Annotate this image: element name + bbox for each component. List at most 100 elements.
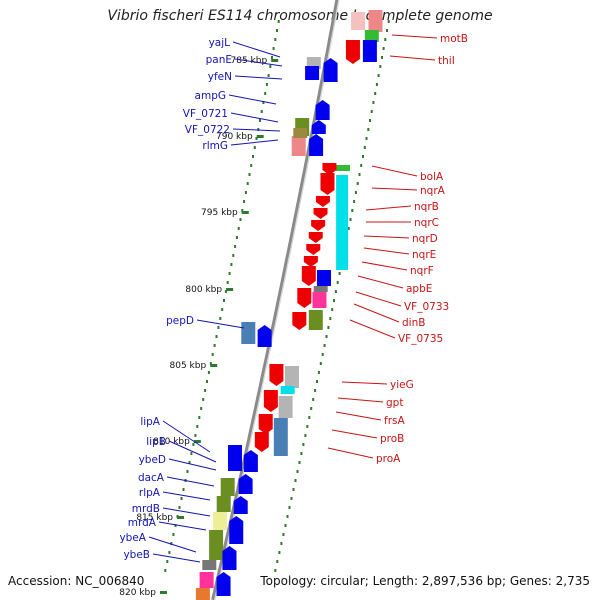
left-dotted-guide <box>164 20 280 572</box>
gene-label-proA: proA <box>376 453 401 465</box>
gene-arrow <box>301 266 316 286</box>
gene-arrow <box>258 414 273 434</box>
left-dotted-guide-dot <box>257 128 260 131</box>
gene-box <box>220 478 235 496</box>
leader-line-VF_0735 <box>349 319 396 339</box>
right-dotted-guide-dot <box>358 173 361 176</box>
right-dotted-guide-dot <box>296 470 299 473</box>
right-dotted-guide-dot <box>360 164 363 167</box>
gene-box <box>273 418 288 456</box>
gene-label-motB: motB <box>440 33 468 45</box>
right-dotted-guide-dot <box>349 218 352 221</box>
gene-box <box>291 136 306 156</box>
left-dotted-guide-dot <box>223 299 225 302</box>
left-dotted-guide-dot <box>244 191 247 194</box>
gene-label-bolA: bolA <box>420 171 444 183</box>
leader-line-lipB <box>168 440 217 463</box>
gene-arrow <box>238 474 253 494</box>
left-dotted-guide-dot <box>188 461 191 464</box>
left-dotted-guide-dot <box>194 434 197 437</box>
left-dotted-guide-dot <box>215 335 218 338</box>
leader-line-ybeA <box>148 536 197 553</box>
right-dotted-guide-dot <box>286 515 289 518</box>
gene-label-yieG: yieG <box>390 379 414 391</box>
left-dotted-guide-dot <box>224 290 227 293</box>
kbp-tick-label: 800 kbp <box>185 285 222 295</box>
gene-box <box>280 386 295 394</box>
leader-line-rlmG <box>230 139 279 146</box>
gene-label-proB: proB <box>380 433 404 445</box>
kbp-tick-label: 815 kbp <box>136 513 173 523</box>
gene-box <box>308 310 323 330</box>
gene-arrow <box>292 312 307 330</box>
left-dotted-guide-dot <box>239 218 242 221</box>
right-dotted-guide-dot <box>290 497 293 500</box>
left-dotted-guide-dot <box>200 407 203 410</box>
kbp-tick-mark <box>210 364 218 367</box>
right-dotted-guide-dot <box>327 326 330 329</box>
left-dotted-guide-dot <box>178 506 181 509</box>
leader-line-yfeN <box>234 75 283 80</box>
left-dotted-guide-dot <box>234 245 237 248</box>
right-dotted-guide-dot <box>274 569 277 572</box>
gene-arrow <box>313 208 328 219</box>
leader-line-VF_0733 <box>355 291 402 307</box>
left-dotted-guide-dot <box>250 164 253 167</box>
gene-label-nqrE: nqrE <box>412 249 436 261</box>
gene-arrow <box>229 516 244 544</box>
gene-label-gpt: gpt <box>386 397 403 409</box>
left-dotted-guide-dot <box>196 425 199 428</box>
gene-arrow <box>222 546 237 570</box>
gene-label-thiI: thiI <box>438 55 455 67</box>
gene-arrow <box>269 364 284 386</box>
left-dotted-guide-dot <box>228 272 231 275</box>
leader-line-ybeD <box>168 458 217 471</box>
kbp-tick-mark <box>256 135 264 138</box>
gene-box <box>364 30 379 42</box>
gene-box <box>368 10 383 32</box>
gene-box <box>336 165 350 171</box>
leader-line-ampG <box>228 94 277 105</box>
gene-label-apbE: apbE <box>406 283 432 295</box>
right-dotted-guide-dot <box>284 524 287 527</box>
left-dotted-guide-dot <box>276 29 278 32</box>
right-dotted-guide-dot <box>308 416 311 419</box>
right-dotted-guide-dot <box>372 101 375 104</box>
leader-line-panE <box>234 58 283 67</box>
gene-box <box>195 588 210 600</box>
gene-arrow <box>303 256 318 267</box>
gene-box <box>202 560 217 570</box>
kbp-tick-label: 795 kbp <box>201 208 238 218</box>
kbp-tick-mark <box>271 59 279 62</box>
left-dotted-guide-dot <box>252 155 254 158</box>
left-dotted-guide-dot <box>180 497 183 500</box>
leader-line-bolA <box>371 165 418 177</box>
right-dotted-guide-dot <box>298 461 301 464</box>
gene-label-nqrC: nqrC <box>414 217 439 229</box>
left-dotted-guide-dot <box>265 83 268 86</box>
gene-arrow <box>308 232 323 243</box>
leader-line-rlpA <box>162 491 211 501</box>
right-dotted-guide-dot <box>294 479 297 482</box>
gene-label-ybeA: ybeA <box>119 532 146 544</box>
gene-label-dacA: dacA <box>138 472 165 484</box>
gene-label-ampG: ampG <box>195 90 226 102</box>
right-dotted-guide-dot <box>377 74 380 77</box>
leader-line-pepD <box>196 319 245 329</box>
gene-arrow <box>309 134 324 156</box>
right-dotted-guide-dot <box>312 398 315 401</box>
gene-arrow <box>315 100 330 120</box>
right-dotted-guide-dot <box>374 92 377 95</box>
right-dotted-guide <box>274 20 390 572</box>
gene-box <box>293 128 308 138</box>
right-dotted-guide-dot <box>356 182 359 185</box>
leader-line-lipA <box>162 420 211 453</box>
left-dotted-guide-dot <box>186 470 189 473</box>
right-dotted-guide-dot <box>288 506 291 509</box>
left-dotted-guide-dot <box>172 533 175 536</box>
right-dotted-guide-dot <box>280 542 283 545</box>
gene-arrow <box>323 58 338 82</box>
genome-summary: Topology: circular; Length: 2,897,536 bp… <box>260 574 590 588</box>
gene-arrow <box>243 450 258 472</box>
